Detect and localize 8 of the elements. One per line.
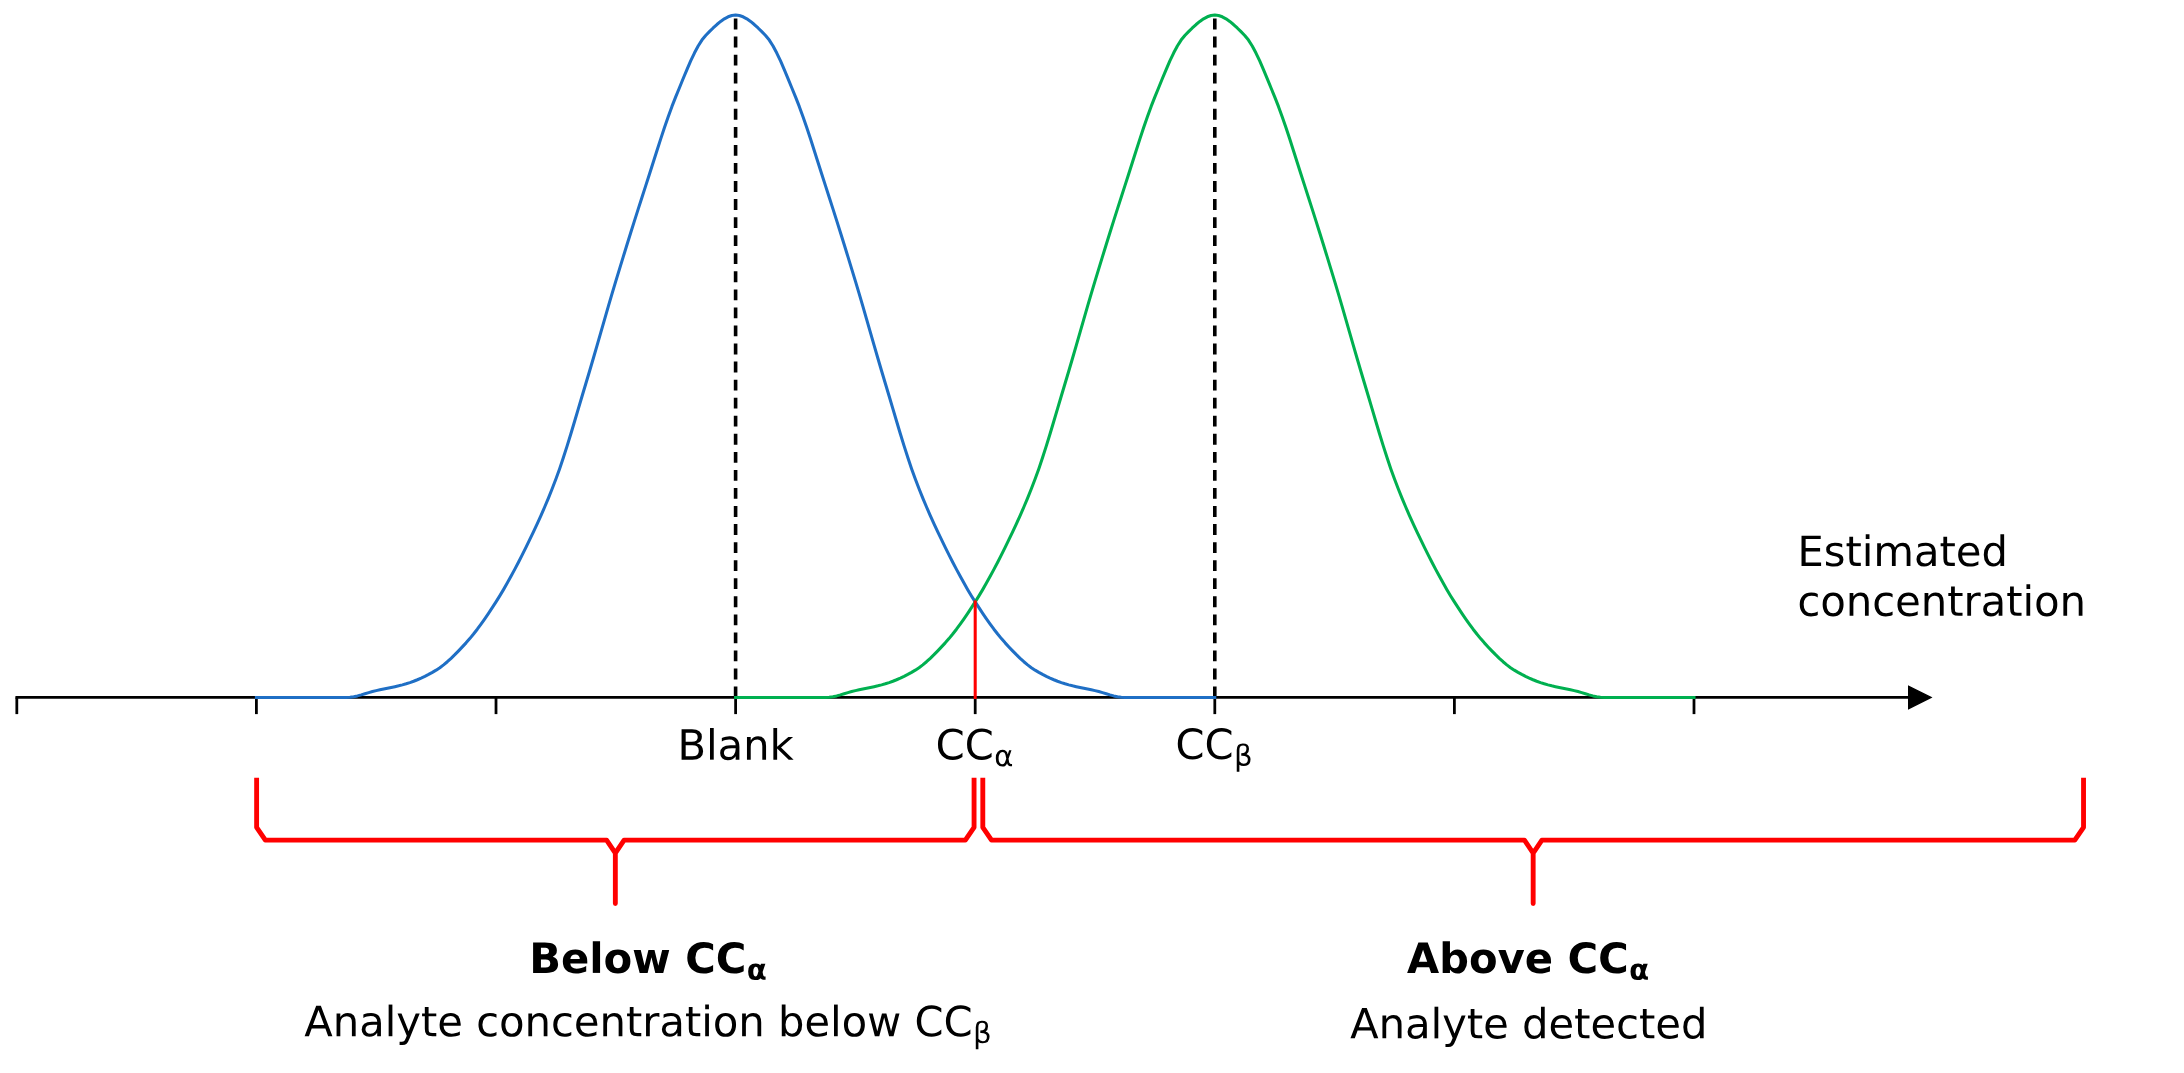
x-tick-label: CC$_{β}$ bbox=[1177, 728, 1251, 772]
x-tick-label: CC$_{α}$ bbox=[937, 728, 1013, 767]
x-axis-title: Estimated concentration bbox=[1799, 534, 2083, 617]
text: Below CC$_{α}$ bbox=[533, 941, 766, 981]
text: Analyte concentration below CC$_{β}$ bbox=[304, 1004, 990, 1050]
x-tick-label: Blank bbox=[681, 728, 794, 761]
text: Above CC$_{α}$ bbox=[1407, 941, 1648, 981]
text: Analyte detected bbox=[1350, 1006, 1704, 1048]
